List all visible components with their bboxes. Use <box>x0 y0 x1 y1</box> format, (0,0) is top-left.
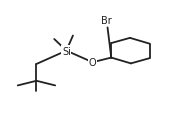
Text: O: O <box>89 58 96 68</box>
Text: Br: Br <box>101 16 112 26</box>
Text: Si: Si <box>62 46 71 56</box>
